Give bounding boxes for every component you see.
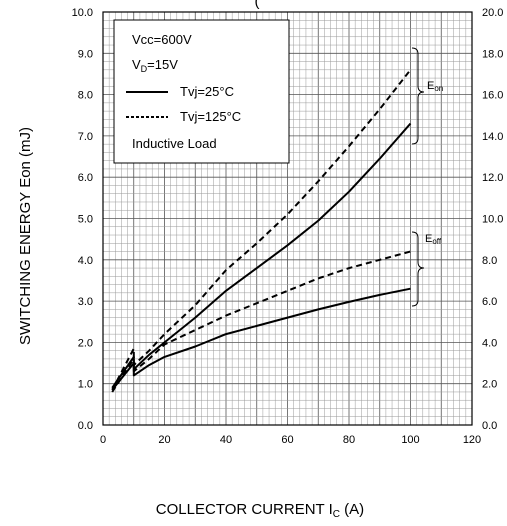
- y2-tick-label: 20.0: [482, 7, 503, 19]
- y-tick-label: 2.0: [78, 337, 93, 349]
- eoff-brace: [411, 231, 425, 307]
- y-tick-label: 5.0: [78, 214, 93, 226]
- x-tick-labels: 0 20 40 60 80 100 120: [100, 434, 481, 446]
- y-tick-labels: 0.0 1.0 2.0 3.0 4.0 5.0 6.0 7.0 8.0 9.0 10.0: [72, 7, 93, 432]
- eon-label-sub: on: [434, 84, 443, 93]
- eoff-label-main: E: [425, 233, 432, 245]
- y2-tick-label: 4.0: [482, 337, 497, 349]
- y-tick-label: 6.0: [78, 172, 93, 184]
- legend-condition-vd-main: V: [132, 57, 141, 72]
- legend-label-25c: Tvj=25°C: [180, 84, 234, 99]
- x-tick-label: 120: [463, 434, 481, 446]
- x-tick-label: 60: [281, 434, 293, 446]
- x-axis-title-unit: (A): [340, 501, 364, 518]
- legend-condition-vd-sub: D: [141, 64, 148, 74]
- y-tick-label: 3.0: [78, 296, 93, 308]
- y2-tick-label: 12.0: [482, 172, 503, 184]
- y-tick-label: 8.0: [78, 90, 93, 102]
- legend-label-125c: Tvj=125°C: [180, 109, 241, 124]
- y2-tick-label: 18.0: [482, 48, 503, 60]
- x-tick-label: 100: [401, 434, 419, 446]
- eon-label: Eon: [427, 80, 443, 93]
- y-tick-label: 9.0: [78, 48, 93, 60]
- y2-tick-label: 6.0: [482, 296, 497, 308]
- eoff-label-sub: off: [432, 237, 442, 246]
- x-axis-title: COLLECTOR CURRENT IC (A): [156, 501, 364, 520]
- y-tick-label: 7.0: [78, 131, 93, 143]
- curves: [111, 69, 412, 393]
- y2-tick-label: 8.0: [482, 255, 497, 267]
- x-tick-label: 40: [220, 434, 232, 446]
- y-tick-label: 10.0: [72, 7, 93, 19]
- y2-tick-label: 0.0: [482, 420, 497, 432]
- x-axis-title-main: COLLECTOR CURRENT I: [156, 501, 333, 518]
- y2-tick-labels: 0.0 2.0 4.0 6.0 8.0 10.0 12.0 14.0 16.0 18.0 20.0: [482, 7, 503, 432]
- legend-note: Inductive Load: [132, 136, 217, 151]
- y2-tick-label: 14.0: [482, 131, 503, 143]
- legend-condition-vd: VD=15V: [132, 57, 178, 74]
- y-tick-label: 1.0: [78, 379, 93, 391]
- legend: Vcc=600V VD=15V Tvj=25°C Tvj=125°C Induc…: [113, 19, 290, 164]
- y-axis-title: SWITCHING ENERGY Eon (mJ): [17, 127, 34, 345]
- plot-frame: [102, 11, 473, 426]
- eon-label-main: E: [427, 80, 434, 92]
- axes: [102, 11, 473, 426]
- eoff-label: Eoff: [425, 233, 442, 246]
- x-axis-title-sub: C: [333, 509, 340, 520]
- x-tick-label: 0: [100, 434, 106, 446]
- series-eoff-solid-line: [111, 287, 411, 391]
- legend-condition-vd-rest: =15V: [147, 57, 178, 72]
- y2-tick-label: 10.0: [482, 214, 503, 226]
- y2-tick-label: 16.0: [482, 90, 503, 102]
- y2-tick-label: 2.0: [482, 379, 497, 391]
- y-tick-label: 4.0: [78, 255, 93, 267]
- x-tick-label: 80: [343, 434, 355, 446]
- annotations: Eon Eoff: [411, 47, 443, 307]
- x-tick-label: 20: [158, 434, 170, 446]
- chart-title-fragment: (: [255, 0, 260, 10]
- legend-condition-vcc: Vcc=600V: [132, 32, 192, 47]
- series-eoff-dashed-line: [111, 250, 411, 393]
- eon-brace: [411, 47, 425, 145]
- y-tick-label: 0.0: [78, 420, 93, 432]
